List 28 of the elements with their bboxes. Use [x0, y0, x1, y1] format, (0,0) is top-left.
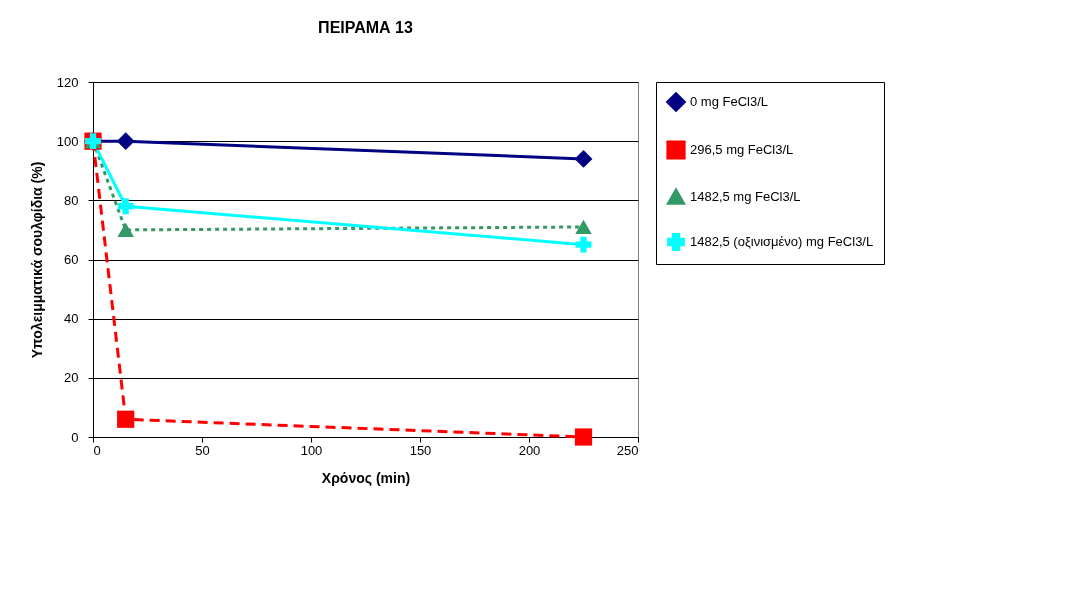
y-tick-label: 20: [64, 370, 79, 386]
point: [574, 428, 593, 446]
y-tick-label: 0: [71, 429, 79, 445]
point: [117, 222, 134, 238]
x-axis-title: Χρόνος (min): [321, 469, 411, 486]
legend-label: 1482,5 mg FeCl3/L: [690, 188, 801, 204]
point: [117, 410, 135, 428]
y-tick-label: 80: [64, 192, 79, 208]
x-tick-label: 200: [518, 442, 541, 458]
x-tick-label: 250: [616, 442, 639, 458]
y-tick-label: 60: [64, 252, 79, 267]
legend-label: 296,5 mg FeCl3/L: [690, 142, 794, 157]
point: [117, 198, 134, 215]
point: [575, 236, 592, 253]
x-tick-label: 100: [300, 442, 323, 458]
legend-label: 1482,5 (οξινισμένο) mg FeCl3/L: [690, 234, 874, 249]
x-tick-label: 50: [195, 442, 210, 458]
point: [574, 149, 593, 168]
legend-label: 0 mg FeCl3/L: [690, 94, 769, 109]
y-tick-label: 100: [56, 133, 79, 149]
x-tick-label: 0: [93, 442, 101, 458]
y-axis-title: Υπολειμματικά σουλφίδια (%): [28, 161, 45, 359]
x-tick-label: 150: [409, 442, 432, 458]
point: [575, 219, 592, 235]
y-tick-label: 120: [56, 74, 79, 90]
chart-title: ΠΕΙΡΑΜΑ 13: [318, 19, 414, 36]
y-tick-label: 40: [64, 311, 79, 327]
point: [116, 132, 135, 151]
